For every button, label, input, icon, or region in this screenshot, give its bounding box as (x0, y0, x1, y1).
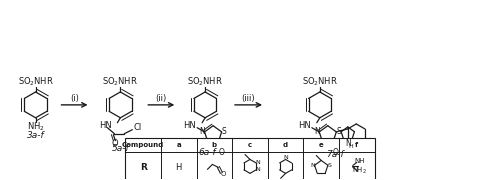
Text: b: b (212, 142, 217, 148)
Text: NH: NH (354, 158, 365, 165)
Text: Compound: Compound (122, 142, 164, 148)
Text: S: S (328, 163, 332, 168)
Text: N: N (314, 127, 320, 136)
Text: NH$_2$: NH$_2$ (352, 166, 368, 176)
Text: O: O (111, 139, 117, 148)
Text: N: N (255, 160, 260, 165)
Text: (iii): (iii) (242, 94, 256, 103)
Text: (ii): (ii) (156, 94, 167, 103)
Text: S: S (336, 127, 341, 136)
Text: N: N (310, 163, 315, 168)
Text: O: O (220, 171, 226, 177)
Text: (i): (i) (70, 94, 79, 103)
Text: d: d (283, 142, 288, 148)
Text: 5a-f: 5a-f (112, 144, 129, 153)
Text: e: e (319, 142, 324, 148)
Text: O: O (218, 148, 224, 157)
Bar (126, 138, 374, 180)
Text: HN: HN (98, 121, 112, 130)
Text: SO$_2$NHR: SO$_2$NHR (302, 76, 338, 88)
Text: S: S (222, 127, 226, 136)
Text: H: H (348, 144, 353, 149)
Text: N: N (283, 155, 288, 160)
Text: N: N (199, 127, 205, 136)
Text: SO$_2$NHR: SO$_2$NHR (187, 76, 223, 88)
Text: N: N (255, 167, 260, 172)
Text: 3a-f: 3a-f (27, 131, 44, 140)
Text: c: c (248, 142, 252, 148)
Text: SO$_2$NHR: SO$_2$NHR (102, 76, 139, 88)
Text: 7a-f: 7a-f (326, 150, 344, 159)
Text: HN: HN (298, 121, 311, 130)
Text: O: O (333, 148, 339, 157)
Text: Cl: Cl (133, 123, 141, 132)
Text: R: R (140, 163, 146, 172)
Text: f: f (356, 142, 358, 148)
Text: SO$_2$NHR: SO$_2$NHR (18, 76, 54, 88)
Text: H: H (176, 163, 182, 172)
Text: 6a-f: 6a-f (198, 148, 216, 157)
Text: NH$_2$: NH$_2$ (27, 120, 44, 133)
Text: a: a (176, 142, 181, 148)
Text: HN: HN (184, 121, 196, 130)
Text: N: N (345, 139, 350, 148)
